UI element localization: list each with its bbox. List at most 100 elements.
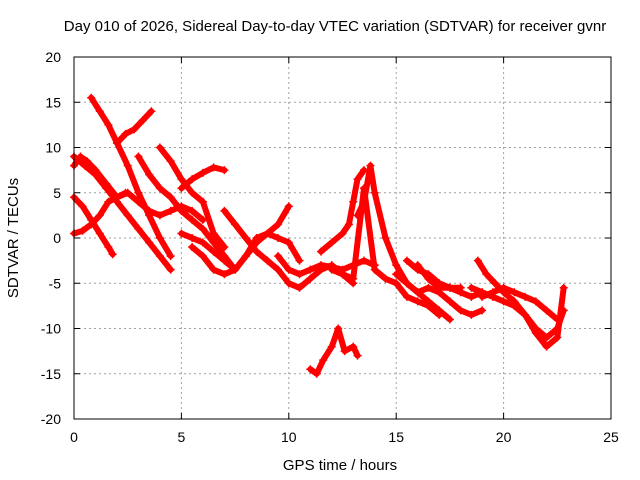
- data-point: [445, 297, 454, 306]
- data-point: [188, 175, 197, 184]
- data-point: [87, 220, 96, 229]
- data-point: [95, 107, 104, 116]
- data-point: [456, 306, 465, 315]
- data-point: [209, 229, 218, 238]
- data-point: [456, 283, 465, 292]
- axis-ticks: 0 5 10 15 20 25 20 15 10 5 0 -5 -10 -15 -20: [41, 49, 619, 445]
- data-point: [252, 247, 261, 256]
- data-point: [147, 107, 156, 116]
- data-point: [370, 188, 379, 197]
- data-point: [138, 116, 147, 125]
- data-point: [209, 163, 218, 172]
- data-point: [542, 342, 551, 351]
- y-tick-label: -20: [41, 411, 61, 427]
- data-point: [198, 197, 207, 206]
- data-arc-14: [307, 325, 361, 377]
- data-point: [145, 170, 154, 179]
- data-point: [87, 93, 96, 102]
- data-arc-13: [275, 253, 378, 278]
- data-point: [108, 250, 117, 259]
- data-point: [121, 188, 130, 197]
- data-point: [188, 243, 197, 252]
- data-point: [95, 229, 104, 238]
- data-point: [209, 238, 218, 247]
- data-point: [478, 292, 487, 301]
- data-point: [499, 297, 508, 306]
- data-point: [482, 270, 491, 279]
- data-point: [198, 215, 207, 224]
- data-point: [402, 279, 411, 288]
- data-point: [198, 252, 207, 261]
- data-point: [473, 256, 482, 265]
- data-point: [130, 125, 139, 134]
- data-point: [155, 234, 164, 242]
- data-point: [306, 274, 315, 283]
- data-point: [188, 234, 197, 242]
- data-point: [166, 252, 175, 261]
- data-point: [220, 256, 229, 265]
- data-point: [542, 306, 551, 315]
- data-point: [424, 283, 433, 292]
- data-point: [327, 265, 336, 274]
- data-point: [274, 220, 283, 229]
- y-tick-label: 10: [45, 140, 61, 156]
- data-point: [553, 315, 562, 324]
- data-point: [445, 283, 454, 292]
- data-point: [274, 234, 283, 242]
- data-point: [177, 206, 186, 215]
- y-tick-label: -15: [41, 366, 61, 382]
- data-point: [220, 243, 229, 252]
- data-point: [317, 261, 326, 270]
- data-point: [349, 274, 358, 283]
- data-point: [198, 168, 207, 177]
- data-point: [188, 188, 197, 197]
- data-point: [413, 297, 422, 306]
- data-point: [381, 234, 390, 242]
- data-point: [155, 184, 164, 193]
- data-point: [306, 365, 315, 374]
- data-point: [353, 211, 362, 220]
- data-point: [349, 342, 358, 351]
- data-point: [220, 270, 229, 279]
- data-point: [531, 329, 540, 338]
- data-point: [445, 315, 454, 324]
- data-point: [392, 270, 401, 279]
- grid: [74, 57, 611, 419]
- data-point: [295, 270, 304, 279]
- data-point: [381, 274, 390, 283]
- data-point: [263, 256, 272, 265]
- chart-title: Day 010 of 2026, Sidereal Day-to-day VTE…: [64, 18, 606, 35]
- data-point: [424, 297, 433, 306]
- data-point: [155, 143, 164, 152]
- data-point: [198, 224, 207, 233]
- data-point: [263, 229, 272, 238]
- data-point: [177, 229, 186, 238]
- data-point: [467, 310, 476, 319]
- data-point: [166, 206, 175, 215]
- data-arc-21: [474, 257, 567, 350]
- data-point: [166, 265, 175, 274]
- y-tick-label: 5: [53, 185, 61, 201]
- data-point: [78, 202, 87, 211]
- data-point: [95, 211, 104, 220]
- data-point: [123, 161, 132, 170]
- data-point: [327, 238, 336, 247]
- data-point: [435, 283, 444, 292]
- data-point: [76, 152, 85, 161]
- data-point: [295, 283, 304, 292]
- data-point: [531, 297, 540, 306]
- data-point: [104, 197, 113, 206]
- data-point: [123, 211, 132, 220]
- data-point: [319, 356, 328, 365]
- x-tick-label: 15: [388, 429, 404, 445]
- data-point: [112, 193, 121, 202]
- data-arc-6: [114, 140, 174, 260]
- data-point: [478, 306, 487, 315]
- data-point: [78, 226, 87, 235]
- y-tick-label: -10: [41, 321, 61, 337]
- data-point: [198, 238, 207, 247]
- data-point: [353, 175, 362, 184]
- data-point: [91, 166, 100, 175]
- data-point: [145, 238, 154, 247]
